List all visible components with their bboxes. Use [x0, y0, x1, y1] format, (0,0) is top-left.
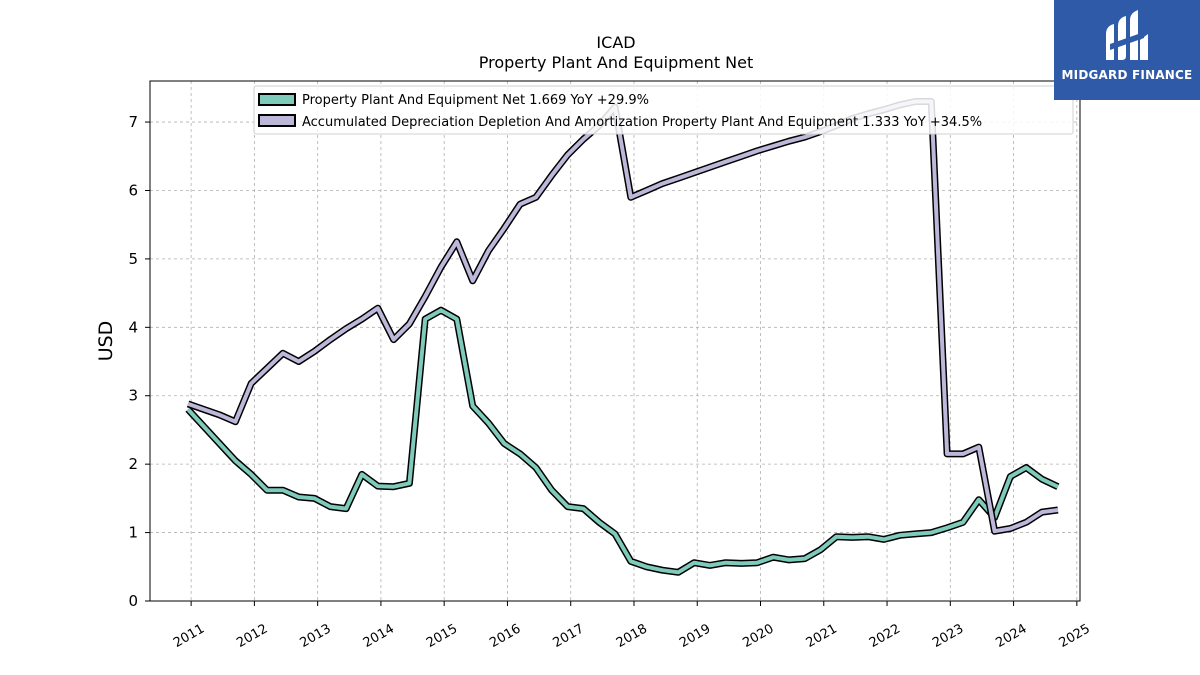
series-layer	[185, 98, 1060, 576]
x-tick-label: 2022	[867, 621, 903, 651]
brand-mark-icon	[1106, 10, 1148, 60]
series-line	[186, 308, 1059, 575]
x-tick-label: 2013	[297, 621, 333, 651]
legend[interactable]: Property Plant And Equipment Net 1.669 Y…	[253, 85, 1074, 135]
y-tick-label: 2	[128, 455, 138, 473]
x-tick-label: 2024	[993, 621, 1029, 651]
legend-label-ppe-net: Property Plant And Equipment Net 1.669 Y…	[302, 93, 649, 108]
legend-swatch-accumulated-depreciation	[258, 114, 296, 127]
x-tick-label: 2011	[171, 621, 207, 651]
y-tick-label: 4	[128, 318, 138, 336]
series-outline	[186, 98, 1059, 535]
x-tick-label: 2023	[930, 621, 966, 651]
y-tick-label: 0	[128, 592, 138, 610]
x-tick-label: 2014	[361, 621, 397, 651]
x-tick-label: 2021	[804, 621, 840, 651]
chart-title: ICAD	[596, 33, 635, 52]
y-tick-label: 5	[128, 250, 138, 268]
x-tick-label: 2019	[677, 621, 713, 651]
brand-logo: MIDGARD FINANCE	[1054, 0, 1200, 100]
series-accumulated-depreciation	[186, 98, 1059, 535]
y-axis-label: USD	[95, 321, 117, 362]
plot-frame	[149, 80, 1081, 602]
x-tick-label: 2015	[424, 621, 460, 651]
legend-swatch-ppe-net	[258, 93, 296, 106]
series-ppe-net	[185, 306, 1060, 576]
y-tick-label: 3	[128, 387, 138, 405]
x-tick-label: 2012	[234, 621, 270, 651]
x-tick-label: 2025	[1057, 621, 1093, 651]
y-tick-label: 6	[128, 181, 138, 199]
grid	[150, 81, 1080, 602]
brand-name: MIDGARD FINANCE	[1061, 68, 1193, 82]
x-tick-label: 2017	[551, 621, 587, 651]
x-tick-label: 2018	[614, 621, 650, 651]
axis-ticks: 2011 2012 2013 2014 2015 2016 2017 2018 2019 2020…	[128, 113, 1092, 651]
chart-subtitle: Property Plant And Equipment Net	[479, 53, 754, 72]
x-tick-label: 2016	[487, 621, 523, 651]
y-tick-label: 7	[128, 113, 138, 131]
y-tick-label: 1	[128, 524, 138, 542]
legend-box	[253, 85, 1074, 135]
x-tick-label: 2020	[740, 621, 776, 651]
legend-label-accumulated-depreciation: Accumulated Depreciation Depletion And A…	[302, 115, 982, 130]
